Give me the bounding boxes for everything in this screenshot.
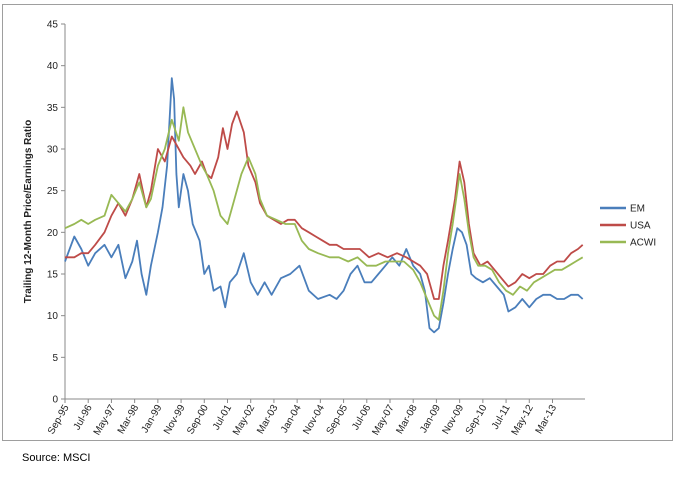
x-tick-label: Mar-98 — [116, 403, 142, 436]
y-tick-label: 5 — [52, 353, 58, 364]
series-line-em — [64, 77, 584, 334]
y-tick-label: 35 — [47, 103, 59, 114]
legend-label-acwi: ACWI — [630, 238, 656, 249]
y-tick-label: 0 — [52, 395, 58, 406]
x-tick-label: May-07 — [370, 403, 396, 438]
chart-frame — [2, 4, 673, 441]
series-line-usa — [65, 110, 584, 300]
x-tick-label: Jan-04 — [279, 403, 304, 435]
x-tick-label: Jul-06 — [350, 403, 373, 432]
source-note: Source: MSCI — [22, 452, 91, 464]
y-tick-label: 45 — [47, 20, 59, 31]
x-tick-label: Mar-13 — [534, 403, 560, 436]
x-tick-label: May-12 — [510, 403, 536, 438]
x-tick-label: Sep-95 — [46, 403, 72, 437]
x-tick-label: Jan-09 — [418, 403, 443, 435]
x-tick-label: Sep-05 — [325, 403, 351, 437]
x-tick-label: Mar-08 — [394, 403, 420, 436]
x-tick-label: May-02 — [231, 403, 257, 438]
x-tick-label: May-97 — [92, 403, 118, 438]
y-tick-label: 20 — [47, 228, 59, 239]
series-line-acwi — [64, 106, 584, 321]
legend-label-usa: USA — [630, 221, 651, 232]
x-tick-label: Mar-03 — [255, 403, 281, 436]
x-tick-label: Jan-99 — [140, 403, 165, 435]
y-tick-label: 15 — [47, 270, 59, 281]
x-tick-label: Jul-11 — [490, 403, 513, 432]
legend-label-em: EM — [630, 204, 645, 215]
x-tick-label: Jul-01 — [211, 403, 234, 432]
y-tick-label: 30 — [47, 145, 59, 156]
x-tick-label: Sep-10 — [464, 403, 490, 437]
x-tick-label: Jul-96 — [72, 403, 95, 432]
y-tick-label: 10 — [47, 311, 59, 322]
x-tick-label: Sep-00 — [185, 403, 211, 437]
y-axis-title: Trailing 12-Month Price/Earnings Ratio — [23, 120, 34, 303]
y-tick-label: 25 — [47, 186, 59, 197]
y-tick-label: 40 — [47, 61, 59, 72]
